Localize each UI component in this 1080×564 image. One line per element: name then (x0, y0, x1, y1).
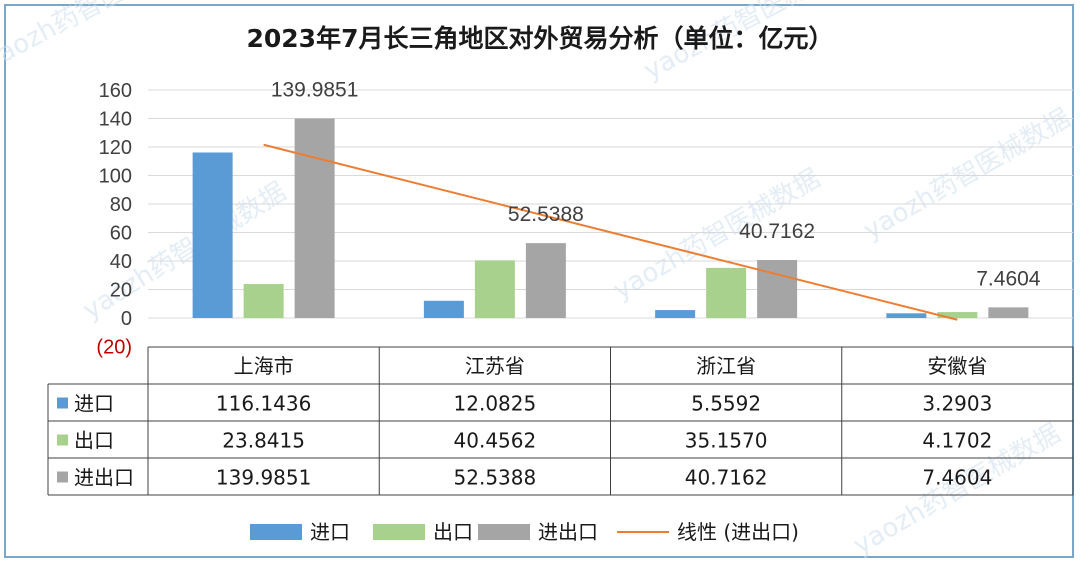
table-cell: 5.5592 (691, 392, 761, 416)
legend-swatch (373, 524, 425, 540)
bars (192, 118, 1029, 318)
table-cell: 3.2903 (922, 392, 992, 416)
table-row-name: 出口 (74, 429, 114, 453)
table-cell: 52.5388 (454, 466, 537, 490)
legend-swatch (478, 524, 530, 540)
watermark-text: yaozh药智医械数据 (0, 0, 199, 76)
data-label: 52.5388 (508, 203, 584, 226)
y-tick-label: 120 (99, 137, 132, 159)
bar-进口-安徽省 (886, 313, 927, 318)
data-labels: 139.9851 52.5388 40.7162 7.4604 (271, 79, 1041, 291)
table-cell: 7.4604 (922, 466, 992, 490)
bar-进口-上海市 (192, 152, 233, 318)
y-tick-label: 20 (110, 280, 132, 302)
legend-label: 进口 (310, 520, 350, 544)
bar-进出口-上海市 (294, 118, 335, 318)
bar-出口-江苏省 (474, 260, 515, 318)
table-cell: 23.8415 (222, 429, 305, 453)
table-cell: 40.4562 (454, 429, 537, 453)
legend-label: 进出口 (538, 520, 598, 544)
bar-进出口-江苏省 (525, 243, 566, 318)
y-tick-label: 140 (99, 109, 132, 131)
table-row-name: 进口 (74, 392, 114, 416)
y-axis-ticks: 160 140 120 100 80 60 40 20 0 (20) (96, 80, 132, 359)
table-cell: 139.9851 (216, 466, 311, 490)
bar-进口-浙江省 (655, 310, 696, 318)
y-tick-label: 0 (121, 308, 132, 330)
legend: 进口 出口 进出口 线性 (进出口) (250, 520, 799, 544)
watermark-text: yaozh药智医械数据 (859, 103, 1076, 246)
y-tick-label: 80 (110, 194, 132, 216)
table-header-cell: 上海市 (234, 354, 294, 378)
y-tick-label: 100 (99, 166, 132, 188)
trendline (263, 143, 958, 321)
table-row-swatch (57, 434, 68, 446)
table-row-name: 进出口 (74, 466, 134, 490)
table-cell: 12.0825 (454, 392, 537, 416)
bar-出口-上海市 (243, 284, 284, 318)
data-label: 7.4604 (976, 267, 1041, 290)
table-cell: 4.1702 (922, 429, 992, 453)
bar-进出口-浙江省 (757, 259, 798, 318)
table-row-swatch (57, 397, 68, 409)
data-label: 40.7162 (739, 220, 815, 243)
y-tick-label: 160 (99, 80, 132, 102)
legend-label: 线性 (进出口) (677, 520, 799, 544)
table-cell: 35.1570 (685, 429, 768, 453)
y-tick-label: 60 (110, 223, 132, 245)
bar-进出口-安徽省 (988, 307, 1029, 318)
bar-进口-江苏省 (423, 300, 464, 318)
legend-swatch (250, 524, 302, 540)
table-header-cell: 安徽省 (927, 354, 987, 378)
bar-出口-浙江省 (706, 267, 747, 318)
table-header-cell: 江苏省 (465, 354, 525, 378)
trendline-line (263, 143, 958, 321)
data-label: 139.9851 (271, 79, 359, 102)
bar-出口-安徽省 (937, 312, 978, 318)
chart-title: 2023年7月长三角地区对外贸易分析（单位：亿元） (247, 24, 834, 53)
table-cell: 116.1436 (216, 392, 311, 416)
table-header-cell: 浙江省 (696, 354, 756, 378)
table-cell: 40.7162 (685, 466, 768, 490)
table-row-swatch (57, 471, 68, 483)
legend-label: 出口 (433, 520, 473, 544)
y-tick-label: (20) (96, 337, 132, 359)
y-tick-label: 40 (110, 251, 132, 273)
